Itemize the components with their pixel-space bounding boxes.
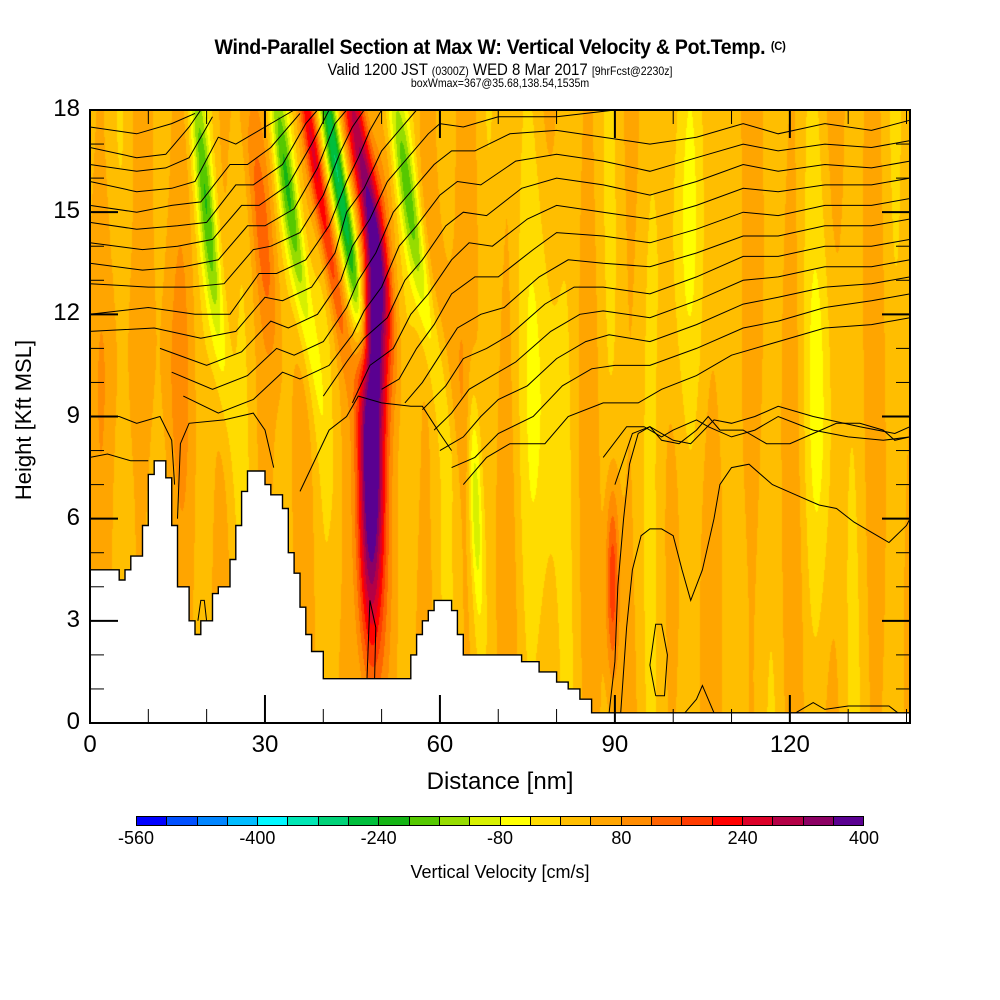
x-tick-label: 0	[83, 731, 97, 758]
theta-contour-line	[422, 238, 911, 411]
colorbar-tick-label: -80	[486, 828, 514, 848]
theta-contour-line	[89, 113, 301, 213]
theta-contour-line	[89, 109, 383, 315]
colorbar-swatch	[318, 817, 350, 825]
colorbar-swatch	[197, 817, 228, 825]
colorbar-swatch	[227, 817, 259, 825]
theta-contour-line	[602, 415, 911, 458]
colorbar-tick-label: 400	[848, 828, 880, 848]
colorbar-tick-label: 240	[727, 828, 758, 848]
theta-contour-line	[89, 116, 213, 172]
forecast-info: [9hrFcst@2230z]	[591, 64, 673, 78]
theta-contour-line	[366, 600, 377, 679]
plot-frame	[89, 109, 911, 724]
theta-contour-line	[322, 160, 911, 397]
colorbar-swatch	[500, 817, 531, 825]
theta-contour-line	[433, 259, 911, 431]
theta-contour-line	[381, 198, 911, 390]
colorbar-swatch	[742, 817, 774, 825]
colorbar	[136, 816, 864, 826]
x-tick-label: 30	[251, 731, 279, 758]
x-axis-label: Distance [nm]	[426, 768, 574, 795]
theta-contour-line	[89, 112, 196, 135]
valid-time: Valid 1200 JST	[327, 60, 428, 79]
colorbar-tick-label: 80	[611, 828, 632, 848]
theta-contour-line	[795, 702, 899, 714]
colorbar-swatch	[621, 817, 653, 825]
colorbar-swatch	[803, 817, 834, 825]
box-info: boxWmax=367@35.68,138.54,1535m	[410, 76, 590, 90]
y-axis-label: Height [Kft MSL]	[11, 339, 36, 501]
y-tick-label: 18	[53, 95, 80, 122]
theta-contour-line	[197, 599, 208, 621]
theta-contour-line	[89, 109, 347, 271]
x-tick-label: 120	[769, 731, 810, 758]
colorbar-swatch	[409, 817, 440, 825]
theta-contour-line	[159, 109, 615, 366]
theta-contour-line	[89, 453, 149, 462]
colorbar-tick-label: -400	[239, 828, 276, 848]
valid-utc: (0300Z)	[431, 64, 469, 78]
theta-contours	[89, 109, 911, 714]
theta-contour-line	[684, 684, 715, 714]
colorbar-swatch	[561, 817, 592, 825]
theta-contour-line	[171, 119, 911, 390]
theta-contour-line	[89, 109, 330, 251]
theta-contour-line	[351, 177, 911, 404]
theta-contour-line	[649, 623, 668, 697]
colorbar-swatch	[470, 817, 501, 825]
colorbar-swatch	[652, 817, 683, 825]
y-tick-label: 12	[53, 299, 80, 327]
x-tick-label: 90	[601, 731, 629, 758]
y-tick-label: 3	[66, 605, 80, 633]
colorbar-swatch	[712, 817, 743, 825]
theta-contour-line	[177, 412, 275, 519]
title-text: Wind-Parallel Section at Max W: Vertical…	[214, 36, 766, 59]
theta-contour-line	[451, 293, 911, 469]
y-tick-label: 15	[53, 197, 80, 225]
y-tick-label: 0	[66, 708, 80, 735]
terrain-mask	[89, 460, 911, 724]
y-tick-label: 6	[66, 503, 80, 531]
theta-contour-line	[614, 405, 911, 485]
theta-contour-line	[439, 276, 911, 452]
theta-contour-line	[404, 218, 911, 404]
colorbar-label: Vertical Velocity [cm/s]	[410, 862, 590, 882]
theta-contour-line	[89, 109, 202, 159]
colorbar-swatch	[258, 817, 289, 825]
colorbar-swatch	[773, 817, 804, 825]
theta-contour-line	[608, 415, 911, 713]
copyright-mark: (C)	[770, 39, 786, 53]
theta-contour-line	[89, 109, 295, 193]
colorbar-swatch	[439, 817, 471, 825]
theta-contour-line	[89, 109, 365, 288]
chart-subtitle: Valid 1200 JST (0300Z) WED 8 Mar 2017 [9…	[60, 60, 940, 80]
colorbar-swatch	[682, 817, 713, 825]
theta-contour-line	[89, 109, 318, 230]
y-tick-label: 9	[66, 401, 80, 429]
colorbar-swatch	[379, 817, 410, 825]
colorbar-swatch	[349, 817, 380, 825]
colorbar-swatch	[833, 817, 864, 825]
theta-contour-line	[183, 140, 911, 414]
theta-contour-line	[462, 317, 911, 485]
colorbar-tick-label: -240	[360, 828, 397, 848]
colorbar-tick-label: -560	[117, 828, 155, 848]
valid-date: WED 8 Mar 2017	[472, 60, 588, 79]
chart-title: Wind-Parallel Section at Max W: Vertical…	[35, 36, 965, 60]
x-tick-label: 60	[426, 731, 454, 758]
colorbar-swatch	[591, 817, 622, 825]
colorbar-swatch	[167, 817, 198, 825]
theta-contour-line	[89, 109, 417, 339]
theta-contour-line	[299, 395, 453, 492]
colorbar-swatch	[137, 817, 168, 825]
theta-contour-line	[620, 463, 911, 713]
colorbar-swatch	[530, 817, 562, 825]
colorbar-swatch	[288, 817, 319, 825]
